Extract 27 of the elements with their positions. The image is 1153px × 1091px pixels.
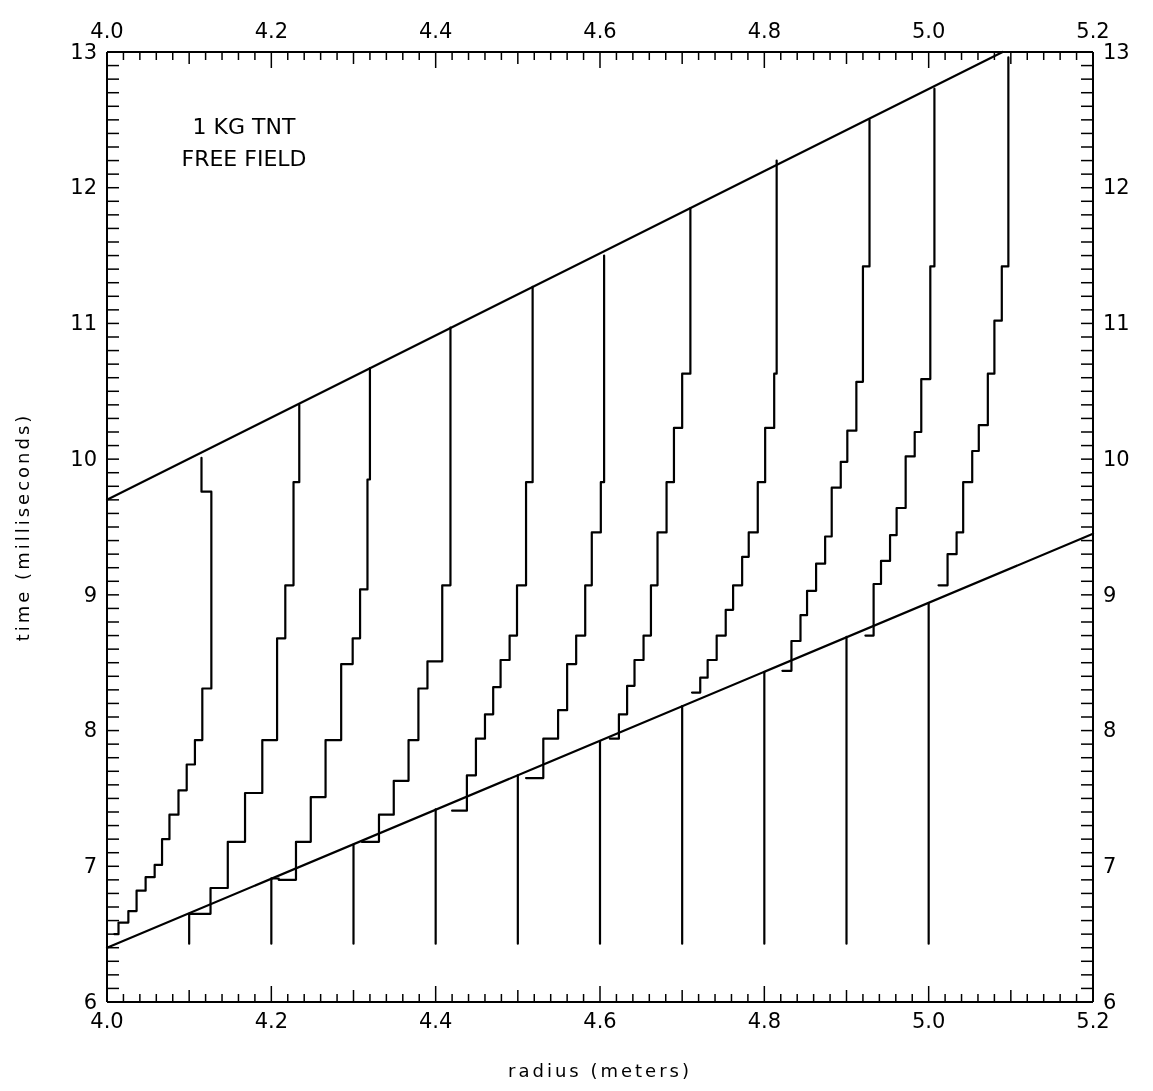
x-axis-title: radius (meters)	[508, 1060, 692, 1081]
y2-tick-label: 11	[1103, 311, 1130, 336]
y-axis-title: time (milliseconds)	[12, 412, 33, 642]
annotation: 1 KG TNT	[192, 114, 296, 139]
x-tick-label: 4.2	[254, 1009, 289, 1033]
y-tick-label: 7	[83, 854, 97, 879]
x-tick-label: 5.0	[911, 1009, 946, 1033]
y2-tick-label: 9	[1103, 582, 1117, 607]
y2-tick-label: 8	[1103, 718, 1117, 743]
x2-tick-label: 4.4	[418, 19, 453, 43]
x2-tick-label: 4.2	[254, 19, 289, 43]
y-tick-label: 9	[83, 582, 97, 607]
x-tick-label: 4.8	[747, 1009, 782, 1033]
annotation: FREE FIELD	[181, 146, 307, 171]
y2-tick-label: 10	[1103, 446, 1130, 471]
x2-tick-label: 4.8	[747, 19, 782, 43]
x-tick-label: 5.2	[1076, 1009, 1110, 1033]
x-tick-label: 4.6	[583, 1009, 617, 1033]
y-tick-label: 8	[83, 718, 97, 743]
y-tick-label: 12	[70, 175, 97, 200]
y-tick-label: 10	[70, 446, 97, 471]
y2-tick-label: 7	[1103, 854, 1117, 879]
x2-tick-label: 5.0	[911, 19, 946, 43]
x2-tick-label: 4.6	[583, 19, 617, 43]
y2-tick-label: 12	[1103, 175, 1130, 200]
y-tick-label: 11	[70, 311, 97, 336]
x-tick-label: 4.4	[418, 1009, 453, 1033]
